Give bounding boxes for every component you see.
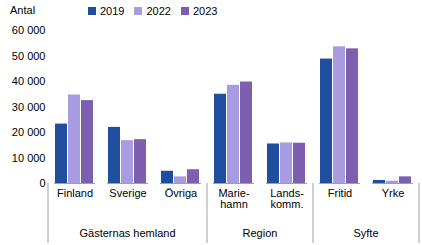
html-text:2022: 2022: [146, 5, 171, 17]
svg-text:0: 0: [39, 177, 45, 189]
svg-text:Yrke: Yrke: [382, 187, 405, 199]
html-text:2023: 2023: [193, 5, 218, 17]
svg-text:Marie-hamn: Marie-hamn: [218, 187, 250, 210]
svg-text:60 000: 60 000: [12, 24, 46, 36]
svg-text:20 000: 20 000: [12, 126, 46, 138]
svg-text:30 000: 30 000: [12, 101, 46, 113]
html-text:2019: 2019: [100, 5, 125, 17]
svg-text:Gästernas hemland: Gästernas hemland: [80, 227, 176, 239]
svg-text:40 000: 40 000: [12, 75, 46, 87]
svg-text:Övriga: Övriga: [165, 187, 198, 199]
svg-text:Lands-komm.: Lands-komm.: [270, 187, 304, 210]
svg-text:Sverige: Sverige: [109, 187, 146, 199]
svg-text:Syfte: Syfte: [353, 227, 378, 239]
svg-text:Fritid: Fritid: [328, 187, 352, 199]
svg-text:10 000: 10 000: [12, 152, 46, 164]
svg-text:Region: Region: [243, 227, 278, 239]
html-text:Antal: Antal: [10, 4, 36, 16]
svg-text:Finland: Finland: [57, 187, 93, 199]
svg-text:50 000: 50 000: [12, 50, 46, 62]
